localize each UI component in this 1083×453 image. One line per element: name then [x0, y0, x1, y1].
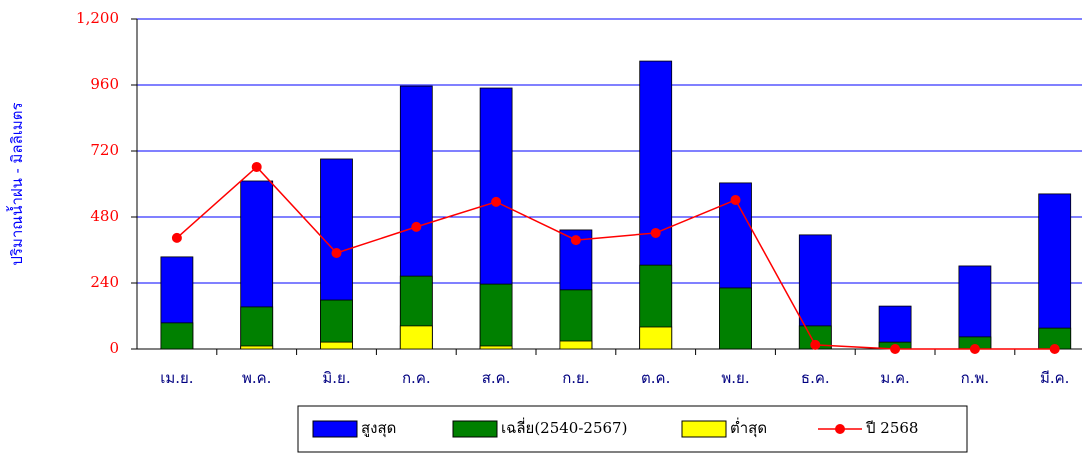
marker	[331, 248, 342, 259]
legend-label: ต่ำสุด	[730, 417, 767, 438]
y-tick-label: 480	[90, 207, 119, 225]
legend-swatch	[312, 420, 358, 438]
marker	[171, 232, 182, 243]
x-tick-label: ก.พ.	[961, 369, 990, 387]
legend-label: สูงสุด	[361, 419, 396, 438]
marker	[251, 161, 262, 172]
y-axis-label: ปริมาณน้ำฝน - มิลลิเมตร	[6, 102, 26, 265]
x-tick-label: พ.ย.	[721, 369, 749, 387]
y-tick-label: 240	[90, 273, 119, 291]
bar	[719, 287, 752, 350]
bar	[320, 341, 353, 350]
y-tick-label: 0	[109, 339, 119, 357]
x-tick-label: พ.ค.	[242, 369, 271, 387]
bar	[639, 326, 673, 350]
line	[176, 165, 1055, 350]
bar	[240, 345, 274, 350]
x-tick-label: ต.ค.	[641, 369, 670, 387]
y-tick-label: 720	[90, 141, 119, 159]
marker	[810, 339, 821, 350]
legend-marker	[835, 424, 845, 434]
bar	[320, 299, 353, 350]
marker	[1049, 344, 1060, 354]
marker	[491, 196, 502, 207]
bar	[559, 289, 593, 350]
marker	[890, 344, 901, 354]
x-tick-label: ธ.ค.	[801, 369, 830, 387]
y-tick-label: 960	[90, 75, 119, 93]
marker	[730, 194, 741, 205]
x-tick-label: มี.ค.	[1040, 369, 1069, 387]
marker	[969, 344, 980, 354]
bar	[240, 306, 274, 350]
x-tick-label: มิ.ย.	[322, 369, 350, 387]
y-tick-label: 1,200	[76, 9, 119, 27]
x-tick-label: ส.ค.	[482, 369, 511, 387]
bar	[160, 322, 194, 350]
x-tick-label: ก.ค.	[402, 369, 431, 387]
marker	[570, 235, 581, 246]
marker	[411, 221, 422, 232]
legend-swatch	[452, 420, 498, 438]
x-tick-label: ม.ค.	[880, 369, 909, 387]
marker	[650, 227, 661, 238]
bar	[1038, 193, 1072, 350]
legend-label: ปี 2568	[865, 419, 918, 437]
x-tick-label: ก.ย.	[562, 369, 589, 387]
bar	[559, 340, 593, 350]
bar	[399, 325, 433, 350]
legend-swatch	[681, 420, 727, 438]
bar	[479, 345, 513, 350]
x-tick-label: เม.ย.	[160, 369, 193, 387]
bar	[479, 283, 513, 350]
legend-label: เฉลี่ย(2540-2567)	[501, 417, 627, 437]
